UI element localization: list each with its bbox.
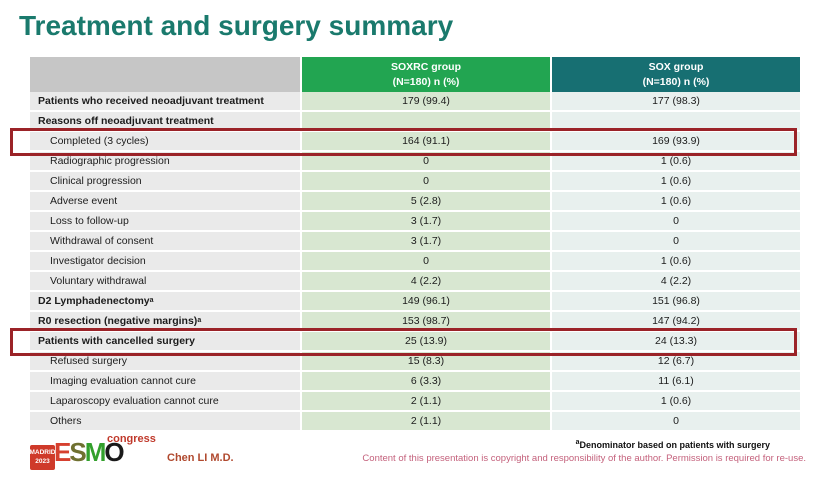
table-row: Completed (3 cycles) 164 (91.1) 169 (93.9) bbox=[30, 132, 800, 152]
row-label: Loss to follow-up bbox=[30, 212, 300, 232]
badge-line2: 2023 bbox=[35, 457, 50, 465]
sox-value-cell: 24 (13.3) bbox=[552, 332, 800, 352]
table-row: Investigator decision 0 1 (0.6) bbox=[30, 252, 800, 272]
soxrc-header-line1: SOXRC group bbox=[391, 61, 461, 74]
table-row: Withdrawal of consent 3 (1.7) 0 bbox=[30, 232, 800, 252]
congress-label: congress bbox=[107, 433, 156, 445]
sox-value-cell: 4 (2.2) bbox=[552, 272, 800, 292]
row-label: R0 resection (negative margins) a bbox=[30, 312, 300, 332]
soxrc-value-cell: 0 bbox=[302, 252, 550, 272]
row-label: Others bbox=[30, 412, 300, 432]
soxrc-value-cell: 2 (1.1) bbox=[302, 392, 550, 412]
page-title: Treatment and surgery summary bbox=[19, 10, 454, 41]
summary-table: SOXRC group (N=180) n (%) SOX group (N=1… bbox=[10, 57, 800, 432]
table-body: Patients who received neoadjuvant treatm… bbox=[30, 92, 800, 432]
header-cell-empty bbox=[30, 57, 300, 92]
esmo-congress-logo: MADRID 2023 ESMO congress bbox=[30, 433, 200, 475]
esmo-letter: M bbox=[84, 437, 107, 467]
table-row: Laparoscopy evaluation cannot cure 2 (1.1… bbox=[30, 392, 800, 412]
soxrc-value-cell: 3 (1.7) bbox=[302, 232, 550, 252]
table-row: D2 Lymphadenectomy a 149 (96.1) 151 (96.8) bbox=[30, 292, 800, 312]
row-label: Reasons off neoadjuvant treatment bbox=[30, 112, 300, 132]
soxrc-value-cell: 153 (98.7) bbox=[302, 312, 550, 332]
soxrc-value-cell: 4 (2.2) bbox=[302, 272, 550, 292]
esmo-letter: O bbox=[104, 437, 124, 467]
sox-value-cell: 1 (0.6) bbox=[552, 172, 800, 192]
sox-header-line1: SOX group bbox=[648, 61, 704, 74]
esmo-letter: E bbox=[54, 437, 71, 467]
table-row: Loss to follow-up 3 (1.7) 0 bbox=[30, 212, 800, 232]
table-row: Reasons off neoadjuvant treatment bbox=[30, 112, 800, 132]
sox-value-cell: 0 bbox=[552, 212, 800, 232]
header-cell-sox-group: SOX group (N=180) n (%) bbox=[552, 57, 800, 92]
sox-value-cell: 0 bbox=[552, 232, 800, 252]
row-label: Refused surgery bbox=[30, 352, 300, 372]
table-footnote: aDenominator based on patients with surg… bbox=[575, 439, 770, 450]
table-row: Patients who received neoadjuvant treatm… bbox=[30, 92, 800, 112]
table-row: Clinical progression 0 1 (0.6) bbox=[30, 172, 800, 192]
footnote-superscript: a bbox=[575, 439, 580, 446]
row-label: Patients who received neoadjuvant treatm… bbox=[30, 92, 300, 112]
soxrc-value-cell: 164 (91.1) bbox=[302, 132, 550, 152]
row-label: Laparoscopy evaluation cannot cure bbox=[30, 392, 300, 412]
soxrc-value-cell: 0 bbox=[302, 152, 550, 172]
soxrc-value-cell: 15 (8.3) bbox=[302, 352, 550, 372]
madrid-2023-badge: MADRID 2023 bbox=[29, 445, 56, 470]
table-row: Voluntary withdrawal 4 (2.2) 4 (2.2) bbox=[30, 272, 800, 292]
soxrc-value-cell: 25 (13.9) bbox=[302, 332, 550, 352]
footnote-text: Denominator based on patients with surge… bbox=[579, 440, 770, 450]
row-label: Completed (3 cycles) bbox=[30, 132, 300, 152]
badge-line1: MADRID bbox=[29, 449, 56, 457]
author-name: Chen LI M.D. bbox=[167, 452, 234, 464]
soxrc-value-cell: 0 bbox=[302, 172, 550, 192]
copyright-notice: Content of this presentation is copyrigh… bbox=[362, 453, 806, 464]
sox-value-cell: 1 (0.6) bbox=[552, 152, 800, 172]
soxrc-value-cell: 149 (96.1) bbox=[302, 292, 550, 312]
sox-header-line2: (N=180) n (%) bbox=[642, 75, 710, 88]
sox-value-cell: 151 (96.8) bbox=[552, 292, 800, 312]
soxrc-value-cell: 179 (99.4) bbox=[302, 92, 550, 112]
sox-value-cell: 11 (6.1) bbox=[552, 372, 800, 392]
table-row: Imaging evaluation cannot cure 6 (3.3) 11 … bbox=[30, 372, 800, 392]
row-label: Clinical progression bbox=[30, 172, 300, 192]
row-label: Voluntary withdrawal bbox=[30, 272, 300, 292]
row-label: Radiographic progression bbox=[30, 152, 300, 172]
row-label: Imaging evaluation cannot cure bbox=[30, 372, 300, 392]
sox-value-cell: 0 bbox=[552, 412, 800, 432]
soxrc-value-cell: 5 (2.8) bbox=[302, 192, 550, 212]
row-label: D2 Lymphadenectomy a bbox=[30, 292, 300, 312]
esmo-wordmark: ESMO bbox=[54, 437, 125, 468]
table-row: Others 2 (1.1) 0 bbox=[30, 412, 800, 432]
sox-value-cell: 147 (94.2) bbox=[552, 312, 800, 332]
header-cell-soxrc-group: SOXRC group (N=180) n (%) bbox=[302, 57, 550, 92]
table-row: Refused surgery 15 (8.3) 12 (6.7) bbox=[30, 352, 800, 372]
row-label: Patients with cancelled surgery bbox=[30, 332, 300, 352]
row-label: Investigator decision bbox=[30, 252, 300, 272]
soxrc-value-cell: 6 (3.3) bbox=[302, 372, 550, 392]
soxrc-value-cell bbox=[302, 112, 550, 132]
sox-value-cell: 1 (0.6) bbox=[552, 392, 800, 412]
soxrc-header-line2: (N=180) n (%) bbox=[392, 75, 460, 88]
table-row: Patients with cancelled surgery 25 (13.9)… bbox=[30, 332, 800, 352]
sox-value-cell: 177 (98.3) bbox=[552, 92, 800, 112]
sox-value-cell: 1 (0.6) bbox=[552, 252, 800, 272]
table-row: Adverse event 5 (2.8) 1 (0.6) bbox=[30, 192, 800, 212]
row-label: Adverse event bbox=[30, 192, 300, 212]
table-header-row: SOXRC group (N=180) n (%) SOX group (N=1… bbox=[30, 57, 800, 92]
soxrc-value-cell: 3 (1.7) bbox=[302, 212, 550, 232]
table-row: R0 resection (negative margins) a 153 (98.… bbox=[30, 312, 800, 332]
soxrc-value-cell: 2 (1.1) bbox=[302, 412, 550, 432]
sox-value-cell bbox=[552, 112, 800, 132]
sox-value-cell: 1 (0.6) bbox=[552, 192, 800, 212]
sox-value-cell: 169 (93.9) bbox=[552, 132, 800, 152]
esmo-letter: S bbox=[69, 437, 86, 467]
row-label: Withdrawal of consent bbox=[30, 232, 300, 252]
table-row: Radiographic progression 0 1 (0.6) bbox=[30, 152, 800, 172]
sox-value-cell: 12 (6.7) bbox=[552, 352, 800, 372]
